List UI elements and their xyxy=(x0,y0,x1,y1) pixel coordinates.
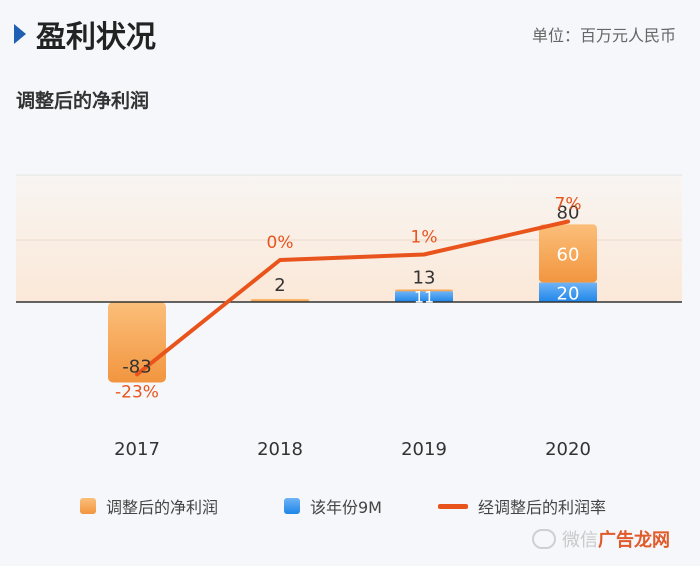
legend-swatch-blue xyxy=(284,498,300,514)
legend-item-nine-month: 该年份9M xyxy=(284,494,382,518)
margin-line xyxy=(135,219,570,377)
bar-2019-nine-month xyxy=(395,291,453,302)
x-tick-label-2018: 2018 xyxy=(257,439,303,460)
x-tick-label-2020: 2020 xyxy=(545,439,591,460)
x-tick-label-2019: 2019 xyxy=(401,439,447,460)
bar-2019-remainder xyxy=(395,289,453,292)
page-title: 盈利状况 xyxy=(36,20,156,55)
legend-item-margin: 经调整后的利润率 xyxy=(438,494,606,518)
legend-label-net-profit: 调整后的净利润 xyxy=(106,498,219,517)
margin-label-2017: -23% xyxy=(115,382,159,402)
bar-nine-month-label-2020: 20 xyxy=(557,283,580,304)
x-tick-label-2017: 2017 xyxy=(114,439,160,460)
bar-total-label-2019: 13 xyxy=(413,267,436,288)
margin-label-2019: 1% xyxy=(411,228,438,248)
legend-item-net-profit: 调整后的净利润 xyxy=(80,494,218,518)
bar-2020-nine-month xyxy=(539,282,597,302)
legend-swatch-orange xyxy=(80,498,96,514)
wechat-icon xyxy=(532,529,556,549)
margin-label-2018: 0% xyxy=(267,233,294,253)
bar-label-2017: -83 xyxy=(122,357,151,378)
bar-remainder-label-2020: 60 xyxy=(557,245,580,266)
bar-label-2018: 2 xyxy=(274,275,285,296)
watermark-prefix: 微信 xyxy=(562,530,598,551)
chart-subtitle: 调整后的净利润 xyxy=(16,90,150,112)
watermark: 微信 广告龙网 xyxy=(532,526,670,552)
bar-2020-remainder xyxy=(539,224,597,283)
margin-label-2020: 7% xyxy=(555,195,582,215)
bar-nine-month-label-2019: 11 xyxy=(414,288,434,307)
margin-line-group xyxy=(135,219,570,377)
watermark-highlight: 广告龙网 xyxy=(598,530,670,551)
header: 盈利状况 单位：百万元人民币 xyxy=(0,0,700,70)
unit-label: 单位：百万元人民币 xyxy=(531,26,676,45)
legend-label-margin: 经调整后的利润率 xyxy=(478,498,607,517)
legend-swatch-line xyxy=(438,503,468,509)
bar-total-label-2020: 80 xyxy=(557,202,580,223)
legend-label-nine-month: 该年份9M xyxy=(310,498,382,517)
title-marker-icon xyxy=(14,24,26,44)
legend: 调整后的净利润 该年份9M 经调整后的利润率 xyxy=(0,490,700,520)
